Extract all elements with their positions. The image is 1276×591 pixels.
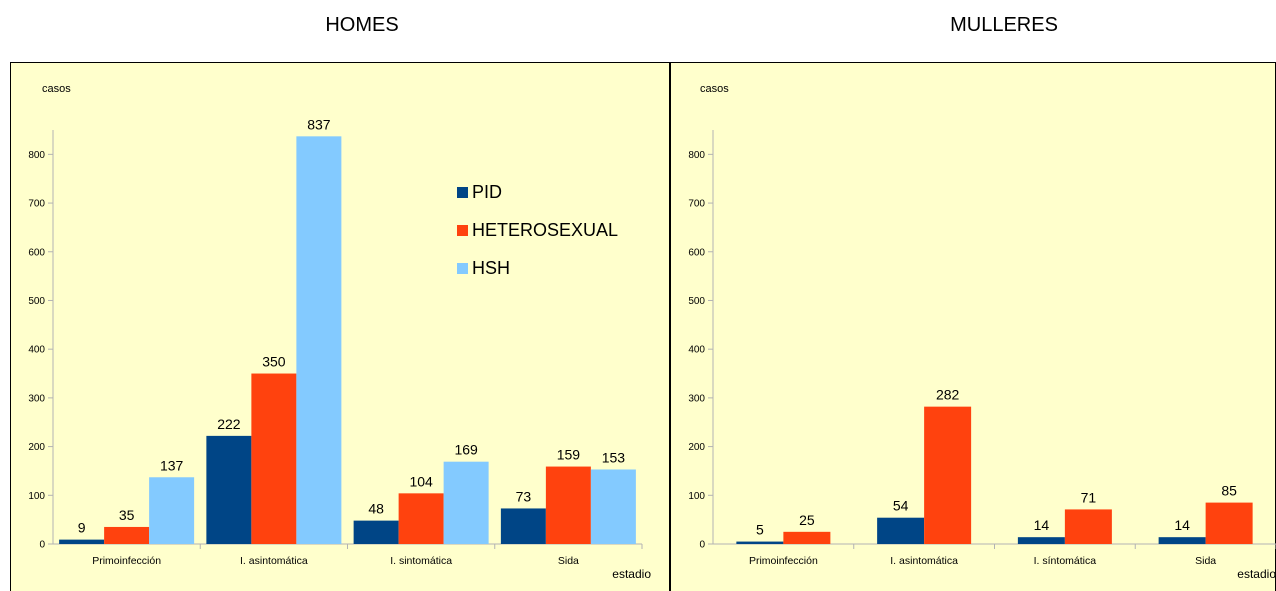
mulleres-y-tick-label: 700 <box>688 199 705 210</box>
chart-panel-homes: 0 100 200 300 400 500 600 700 800 casos estadio Pri… <box>10 62 670 591</box>
homes-data-label: 153 <box>602 449 626 465</box>
mulleres-bar-pid <box>877 517 925 544</box>
homes-category-label: I. asintomática <box>240 555 308 567</box>
homes-bar-hsh <box>590 469 636 544</box>
homes-legend-label: HETEROSEXUAL <box>472 220 618 240</box>
mulleres-bar-pid <box>1017 537 1065 544</box>
homes-bar-heterosexual <box>398 493 444 544</box>
mulleres-y-tick-label: 300 <box>688 393 705 404</box>
homes-y-tick-label: 300 <box>28 393 45 404</box>
homes-legend-swatch-heterosexual <box>457 225 468 236</box>
mulleres-data-label: 54 <box>893 498 909 514</box>
homes-bar-pid <box>59 539 105 544</box>
homes-bar-pid <box>353 520 399 544</box>
homes-legend-label: PID <box>472 182 502 202</box>
mulleres-y-tick-label: 0 <box>699 540 705 551</box>
homes-y-tick-label: 700 <box>28 199 45 210</box>
mulleres-y-tick-label: 200 <box>688 442 705 453</box>
homes-bar-heterosexual <box>251 373 297 544</box>
mulleres-y-tick-label: 400 <box>688 345 705 356</box>
mulleres-bar-heterosexual <box>783 531 831 544</box>
homes-legend-swatch-pid <box>457 187 468 198</box>
homes-bar-heterosexual <box>545 466 591 544</box>
homes-y-tick-label: 800 <box>28 150 45 161</box>
mulleres-bar-pid <box>736 541 784 544</box>
mulleres-y-tick-label: 600 <box>688 247 705 258</box>
mulleres-data-label: 5 <box>756 522 764 538</box>
mulleres-category-label: I. síntomática <box>1034 555 1097 567</box>
homes-data-label: 9 <box>78 520 86 536</box>
homes-category-label: I. sintomática <box>390 555 452 567</box>
chart-panel-mulleres: 0 100 200 300 400 500 600 700 800 casos estadio Pri… <box>670 62 1276 591</box>
homes-bar-hsh <box>443 461 489 544</box>
homes-bar-pid <box>206 435 252 544</box>
mulleres-category-label: Primoinfección <box>749 555 818 567</box>
homes-data-label: 137 <box>160 457 184 473</box>
homes-y-axis-title: casos <box>42 83 71 95</box>
mulleres-x-axis-title: estadio <box>1237 567 1276 581</box>
homes-data-label: 350 <box>262 354 286 370</box>
chart-title-mulleres: MULLERES <box>950 14 1058 36</box>
mulleres-bar-heterosexual <box>924 406 972 544</box>
homes-y-tick-label: 500 <box>28 296 45 307</box>
homes-data-label: 35 <box>119 507 135 523</box>
homes-data-label: 159 <box>557 447 581 463</box>
mulleres-data-label: 71 <box>1081 489 1097 505</box>
homes-y-tick-label: 600 <box>28 247 45 258</box>
mulleres-y-axis-title: casos <box>700 83 729 95</box>
mulleres-category-label: I. asintomática <box>890 555 958 567</box>
mulleres-data-label: 85 <box>1221 483 1237 499</box>
chart-title-homes: HOMES <box>325 14 399 36</box>
mulleres-bar-heterosexual <box>1064 509 1112 544</box>
homes-y-tick-label: 400 <box>28 345 45 356</box>
homes-data-label: 837 <box>307 116 331 132</box>
mulleres-y-tick-label: 100 <box>688 491 705 502</box>
homes-legend-swatch-hsh <box>457 263 468 274</box>
homes-y-tick-label: 100 <box>28 491 45 502</box>
homes-y-tick-label: 0 <box>39 540 45 551</box>
homes-data-label: 73 <box>516 488 532 504</box>
mulleres-data-label: 14 <box>1034 517 1050 533</box>
mulleres-plot-background <box>670 62 1276 591</box>
homes-data-label: 222 <box>217 416 241 432</box>
homes-category-label: Sida <box>558 555 579 567</box>
homes-data-label: 104 <box>409 473 433 489</box>
homes-bar-pid <box>500 508 546 544</box>
mulleres-bar-heterosexual <box>1205 502 1253 544</box>
homes-category-label: Primoinfección <box>92 555 161 567</box>
homes-data-label: 169 <box>454 442 478 458</box>
homes-bar-hsh <box>149 477 195 544</box>
mulleres-y-tick-label: 800 <box>688 150 705 161</box>
homes-y-tick-label: 200 <box>28 442 45 453</box>
homes-data-label: 48 <box>368 501 384 517</box>
mulleres-data-label: 14 <box>1174 517 1190 533</box>
homes-x-axis-title: estadio <box>612 567 651 581</box>
mulleres-category-label: Sida <box>1195 555 1216 567</box>
homes-bar-heterosexual <box>104 526 150 544</box>
mulleres-y-tick-label: 500 <box>688 296 705 307</box>
homes-legend-label: HSH <box>472 258 510 278</box>
homes-bar-hsh <box>296 136 342 544</box>
mulleres-data-label: 282 <box>936 387 960 403</box>
mulleres-bar-pid <box>1158 537 1206 544</box>
mulleres-data-label: 25 <box>799 512 815 528</box>
